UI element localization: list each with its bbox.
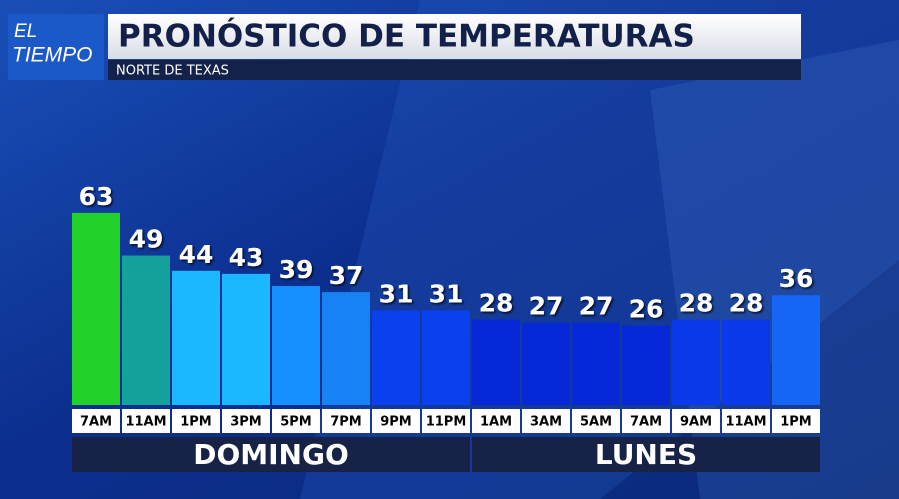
x-label-box (122, 409, 170, 433)
logo-text: TIEMPO (12, 44, 93, 67)
bar (272, 286, 320, 405)
chart-subtitle: NORTE DE TEXAS (116, 64, 229, 79)
x-label-box (472, 409, 520, 433)
logo-box (8, 14, 104, 80)
bar (372, 310, 420, 405)
x-tick-label: 11PM (426, 415, 467, 430)
value-label: 28 (479, 289, 514, 318)
value-label: 43 (229, 243, 264, 272)
bar (522, 322, 570, 405)
value-label: 31 (429, 279, 464, 308)
x-label-box (272, 409, 320, 433)
group-label: LUNES (595, 438, 697, 471)
x-label-box (72, 409, 120, 433)
x-label-box (322, 409, 370, 433)
bar (72, 212, 120, 405)
value-label: 31 (379, 279, 414, 308)
x-tick-label: 7AM (80, 415, 112, 430)
value-label: 27 (579, 292, 614, 321)
value-label: 28 (729, 289, 764, 318)
value-label: 63 (79, 182, 114, 211)
x-label-box (772, 409, 820, 433)
x-tick-label: 9PM (380, 415, 412, 430)
value-label: 37 (329, 261, 364, 290)
x-label-box (172, 409, 220, 433)
x-label-box (522, 409, 570, 433)
bar (472, 319, 520, 405)
x-tick-label: 11AM (125, 415, 166, 430)
x-tick-label: 1AM (480, 415, 512, 430)
group-box (72, 437, 470, 472)
x-tick-label: 11AM (725, 415, 766, 430)
x-tick-label: 1PM (780, 415, 812, 430)
x-tick-label: 9AM (680, 415, 712, 430)
value-label: 49 (129, 225, 164, 254)
x-label-box (422, 409, 470, 433)
bar (722, 319, 770, 405)
x-tick-label: 1PM (180, 415, 212, 430)
bar (672, 319, 720, 405)
value-label: 39 (279, 255, 314, 284)
bar (322, 292, 370, 405)
x-tick-label: 7AM (630, 415, 662, 430)
value-label: 28 (679, 289, 714, 318)
chart-title: PRONÓSTICO DE TEMPERATURAS (118, 18, 695, 55)
x-label-box (622, 409, 670, 433)
group-box (472, 437, 820, 472)
logo-text: EL (14, 21, 37, 42)
x-tick-label: 3PM (230, 415, 262, 430)
bar (122, 255, 170, 405)
x-label-box (672, 409, 720, 433)
x-label-box (372, 409, 420, 433)
x-tick-label: 5AM (580, 415, 612, 430)
bar (222, 273, 270, 405)
title-bar (108, 14, 801, 59)
subtitle-bar (108, 60, 801, 80)
x-tick-label: 3AM (530, 415, 562, 430)
x-label-box (222, 409, 270, 433)
x-tick-label: 5PM (280, 415, 312, 430)
value-label: 26 (629, 295, 664, 324)
value-label: 36 (779, 264, 814, 293)
bar (622, 325, 670, 405)
x-label-box (722, 409, 770, 433)
group-label: DOMINGO (193, 438, 349, 471)
bar (172, 270, 220, 405)
bar (772, 295, 820, 405)
x-tick-label: 7PM (330, 415, 362, 430)
value-label: 27 (529, 292, 564, 321)
bar (422, 310, 470, 405)
x-label-box (572, 409, 620, 433)
bar (572, 322, 620, 405)
value-label: 44 (179, 240, 214, 269)
